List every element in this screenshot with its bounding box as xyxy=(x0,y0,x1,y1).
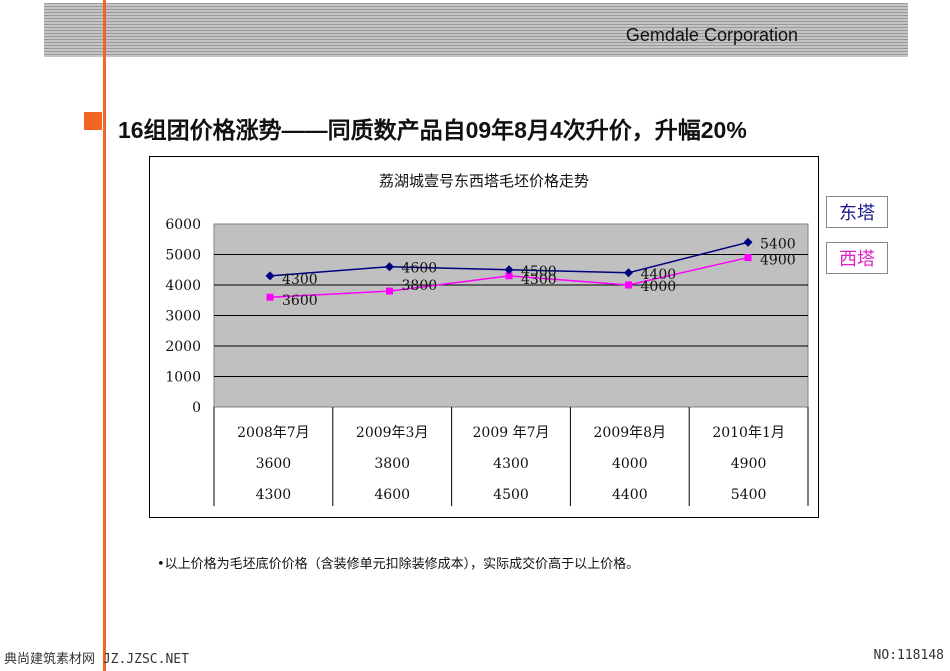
table-cell: 4300 xyxy=(493,456,529,472)
data-label: 4900 xyxy=(760,253,796,269)
table-cell: 4500 xyxy=(493,487,529,503)
x-category-label: 2010年1月 xyxy=(712,425,785,441)
table-cell: 5400 xyxy=(731,487,767,503)
data-point xyxy=(265,271,275,281)
data-point xyxy=(625,281,632,289)
footer-watermark: 典尚建筑素材网 JZ.JZSC.NET xyxy=(4,652,189,667)
page-title: 16组团价格涨势——同质数产品自09年8月4次升价，升幅20% xyxy=(118,117,747,143)
table-cell: 4900 xyxy=(731,456,767,472)
data-label: 4500 xyxy=(521,264,557,280)
legend-west: 西塔 xyxy=(826,242,888,274)
data-point xyxy=(386,287,393,295)
data-point xyxy=(385,262,394,272)
table-cell: 4300 xyxy=(256,487,292,503)
data-point xyxy=(744,254,752,262)
legend-east-label: 东塔 xyxy=(839,203,875,224)
y-tick-label: 5000 xyxy=(165,248,201,264)
data-label: 4400 xyxy=(641,267,677,283)
data-label: 3600 xyxy=(282,293,318,309)
data-point xyxy=(743,237,753,247)
x-category-label: 2009年3月 xyxy=(356,425,429,441)
table-cell: 4000 xyxy=(612,456,648,472)
data-label: 5400 xyxy=(760,236,796,252)
legend-west-label: 西塔 xyxy=(839,249,875,270)
data-point xyxy=(624,268,633,278)
data-label: 4000 xyxy=(641,279,677,295)
table-cell: 3800 xyxy=(374,456,410,472)
x-category-label: 2008年7月 xyxy=(237,425,310,441)
data-point xyxy=(504,265,514,275)
y-tick-label: 1000 xyxy=(165,370,201,386)
accent-vertical-line xyxy=(103,0,106,671)
y-tick-label: 2000 xyxy=(165,339,201,355)
x-category-label: 2009 年7月 xyxy=(473,425,550,441)
price-trend-chart: 荔湖城壹号东西塔毛坯价格走势 0 1000 2000 3000 4000 5000 6000… xyxy=(165,172,809,506)
data-label: 4300 xyxy=(282,272,318,288)
data-label: 3800 xyxy=(402,278,438,294)
data-point xyxy=(505,272,513,280)
y-tick-label: 6000 xyxy=(165,217,201,233)
footer-number: NO:118148 xyxy=(873,648,944,663)
chart-frame: 荔湖城壹号东西塔毛坯价格走势 0 1000 2000 3000 4000 5000 6000… xyxy=(149,156,819,518)
headline-bullet-icon xyxy=(84,112,102,130)
data-label: 4300 xyxy=(521,272,557,288)
y-tick-label: 0 xyxy=(192,400,201,416)
table-cell: 4600 xyxy=(374,487,410,503)
y-tick-label: 4000 xyxy=(165,278,201,294)
legend-east: 东塔 xyxy=(826,196,888,228)
data-label: 4600 xyxy=(402,261,438,277)
x-category-label: 2009年8月 xyxy=(594,425,667,441)
table-cell: 4400 xyxy=(612,487,648,503)
data-point xyxy=(266,293,274,301)
price-note: •以上价格为毛坯底价价格（含装修单元扣除装修成本），实际成交价高于以上价格。 xyxy=(157,557,640,572)
y-tick-label: 3000 xyxy=(165,309,201,325)
table-cell: 3600 xyxy=(256,456,292,472)
company-name: Gemdale Corporation xyxy=(625,25,798,45)
header-bar: Gemdale Corporation xyxy=(44,3,908,57)
chart-title: 荔湖城壹号东西塔毛坯价格走势 xyxy=(379,172,589,190)
